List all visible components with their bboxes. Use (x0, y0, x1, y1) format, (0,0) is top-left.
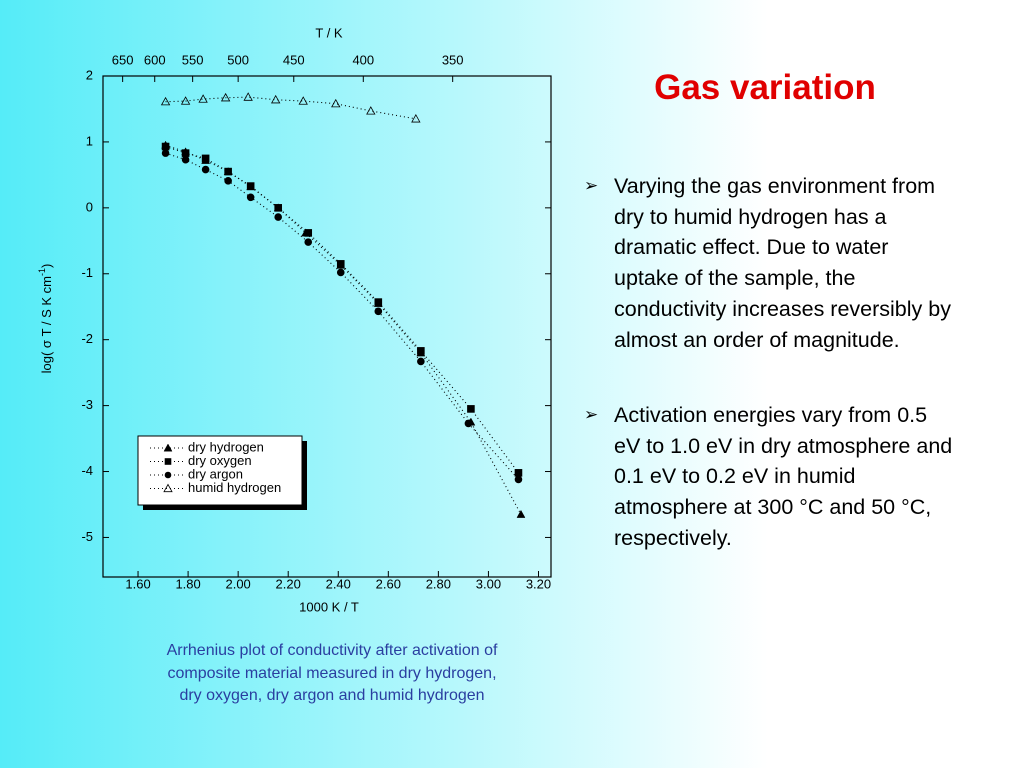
x2-axis-label: T / K (315, 25, 343, 40)
x2-tick-label: 550 (182, 52, 204, 67)
legend-label: dry argon (188, 466, 243, 481)
x-tick-label: 2.80 (426, 576, 451, 591)
y-tick-label: -2 (81, 331, 93, 346)
marker (246, 182, 255, 190)
marker (163, 483, 173, 493)
x2-tick-label: 400 (352, 52, 374, 67)
y-tick-label: 1 (86, 133, 93, 148)
marker (374, 298, 383, 306)
marker (514, 475, 523, 484)
marker (160, 96, 171, 106)
marker (198, 94, 208, 103)
marker (274, 213, 282, 221)
marker (514, 469, 523, 477)
y-tick-label: 0 (86, 199, 93, 214)
marker (271, 94, 281, 104)
y-axis-label-part: ) (39, 264, 54, 268)
marker (246, 193, 255, 202)
x2-tick-label: 650 (112, 52, 134, 67)
marker (274, 204, 282, 212)
marker (331, 98, 341, 108)
series-line (165, 146, 519, 474)
marker (164, 471, 172, 479)
y-tick-label: -3 (81, 397, 93, 412)
x-tick-label: 1.60 (125, 576, 150, 591)
marker (304, 229, 313, 237)
marker (417, 347, 425, 355)
y-axis-label: log( σ T / S K cm-1) (37, 264, 54, 374)
marker (366, 106, 376, 115)
series-line (165, 96, 416, 120)
x2-tick-label: 450 (283, 52, 305, 67)
x-tick-label: 2.00 (225, 576, 250, 591)
plot-frame (102, 75, 552, 578)
legend-label: dry hydrogen (188, 439, 264, 454)
series-line (165, 144, 522, 515)
marker (224, 167, 232, 176)
marker (164, 458, 172, 465)
x-tick-label: 1.80 (175, 576, 200, 591)
marker (411, 114, 421, 123)
marker (516, 509, 526, 518)
x-tick-label: 2.60 (376, 576, 401, 591)
marker (304, 238, 313, 246)
caption-line: dry oxygen, dry argon and humid hydrogen (179, 687, 485, 704)
marker (464, 419, 473, 428)
legend (137, 435, 303, 506)
marker (161, 149, 170, 157)
marker (224, 177, 232, 185)
caption: Arrhenius plot of conductivity after act… (100, 640, 564, 708)
marker (336, 268, 345, 277)
marker (180, 96, 191, 105)
x2-tick-label: 500 (227, 52, 249, 67)
marker (298, 96, 308, 105)
y-tick-label: -5 (81, 529, 93, 544)
x-tick-label: 3.00 (476, 576, 501, 591)
y-tick-label: -1 (81, 265, 93, 280)
legend-label: dry oxygen (188, 453, 252, 468)
y-axis-label-part: -1 (37, 268, 47, 276)
marker (161, 142, 170, 151)
marker (163, 443, 173, 452)
x-axis-label: 1000 K / T (299, 599, 359, 614)
marker (201, 165, 210, 174)
marker (243, 92, 253, 101)
y-tick-label: 2 (86, 67, 93, 82)
marker (181, 149, 190, 157)
caption-line: composite material measured in dry hydro… (167, 664, 497, 682)
bullet: Varying the gas environment from dry to … (584, 171, 954, 355)
y-tick-label: -4 (81, 463, 93, 478)
slide-title: Gas variation (654, 68, 876, 107)
marker (336, 260, 345, 268)
legend-label: humid hydrogen (188, 480, 281, 495)
marker (201, 154, 210, 163)
marker (467, 405, 475, 413)
marker (181, 155, 190, 164)
marker (220, 92, 231, 102)
x-tick-label: 3.20 (526, 576, 551, 591)
y-axis-label-part: log( σ T / S K cm (39, 276, 54, 373)
marker (374, 307, 383, 316)
x2-tick-label: 600 (144, 52, 166, 67)
x-tick-label: 2.40 (326, 576, 351, 591)
marker (417, 357, 425, 366)
x-tick-label: 2.20 (276, 576, 301, 591)
bullet: Activation energies vary from 0.5 eV to … (584, 400, 954, 554)
caption-line: Arrhenius plot of conductivity after act… (166, 642, 498, 659)
series-line (165, 152, 519, 480)
x2-tick-label: 350 (442, 52, 464, 67)
